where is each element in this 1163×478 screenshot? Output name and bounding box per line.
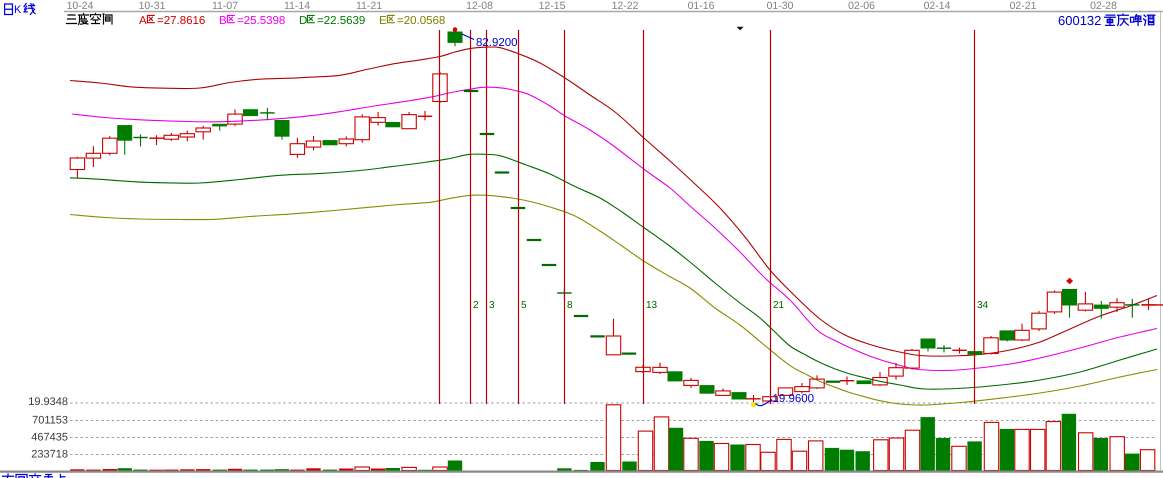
svg-text:11-07: 11-07 xyxy=(212,0,238,12)
svg-text:467435: 467435 xyxy=(31,432,68,444)
svg-text:K: K xyxy=(14,4,22,16)
svg-text:02-28: 02-28 xyxy=(1090,0,1117,12)
svg-text:01-30: 01-30 xyxy=(767,0,794,12)
svg-text:=25.5398: =25.5398 xyxy=(237,15,285,27)
svg-text:A: A xyxy=(139,15,147,27)
svg-text:12-15: 12-15 xyxy=(539,0,566,12)
svg-text:21: 21 xyxy=(773,300,785,311)
svg-text:=20.0568: =20.0568 xyxy=(397,15,445,27)
svg-text:02-14: 02-14 xyxy=(924,0,951,12)
svg-text:8: 8 xyxy=(567,300,573,311)
svg-text:82.9200: 82.9200 xyxy=(476,37,518,49)
svg-text:02-06: 02-06 xyxy=(848,0,875,12)
svg-text:E: E xyxy=(379,15,387,27)
svg-text:02-21: 02-21 xyxy=(1010,0,1037,12)
svg-text:B: B xyxy=(219,15,227,27)
svg-text:12-22: 12-22 xyxy=(612,0,639,12)
svg-text:19.9600: 19.9600 xyxy=(773,393,815,405)
svg-text:19.9348: 19.9348 xyxy=(28,396,68,408)
svg-text:5: 5 xyxy=(521,300,527,311)
svg-text:10-31: 10-31 xyxy=(139,0,166,12)
svg-text:01-16: 01-16 xyxy=(688,0,715,12)
svg-text:34: 34 xyxy=(977,300,989,311)
svg-text:12-08: 12-08 xyxy=(466,0,493,12)
svg-text:11-14: 11-14 xyxy=(284,0,310,12)
svg-text:=22.5639: =22.5639 xyxy=(317,15,365,27)
svg-text:701153: 701153 xyxy=(32,414,68,426)
svg-text:11-21: 11-21 xyxy=(356,0,382,12)
svg-text:D: D xyxy=(299,15,307,27)
svg-text:3: 3 xyxy=(489,300,495,311)
svg-text:2: 2 xyxy=(473,300,479,311)
svg-text:233718: 233718 xyxy=(31,449,68,461)
svg-text:600132: 600132 xyxy=(1058,13,1101,28)
svg-text:13: 13 xyxy=(646,300,658,311)
svg-text:=27.8616: =27.8616 xyxy=(157,15,205,27)
svg-text:10-24: 10-24 xyxy=(67,0,94,12)
